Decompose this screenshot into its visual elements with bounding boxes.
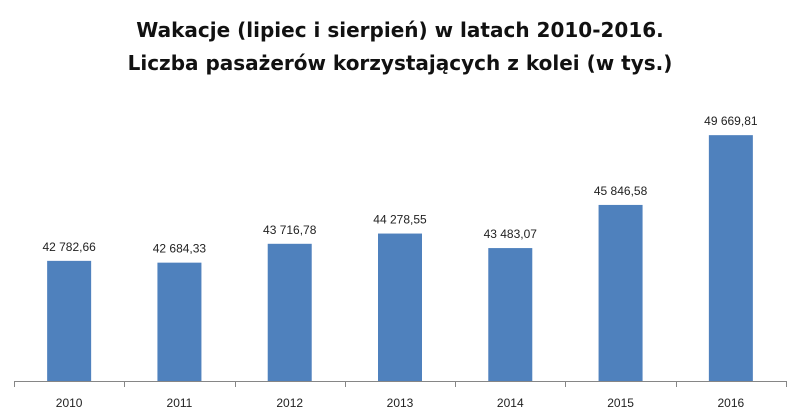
chart-title-line-1: Wakacje (lipiec i sierpień) w latach 201… <box>136 18 664 42</box>
bar-2010 <box>47 260 92 381</box>
bar-2016 <box>708 135 753 381</box>
x-tick-label-2016: 2016 <box>718 396 745 410</box>
data-label-2016: 49 669,81 <box>704 114 758 128</box>
x-tick-label-2012: 2012 <box>276 396 303 410</box>
bar-2014 <box>488 248 533 381</box>
data-label-2015: 45 846,58 <box>594 184 648 198</box>
data-label-2013: 44 278,55 <box>373 213 427 227</box>
x-tick-label-2015: 2015 <box>607 396 634 410</box>
data-label-2014: 43 483,07 <box>484 227 538 241</box>
bar-2012 <box>267 243 312 381</box>
bar-2013 <box>378 233 422 381</box>
data-label-2012: 43 716,78 <box>263 223 317 237</box>
x-tick-label-2014: 2014 <box>497 396 524 410</box>
data-label-2010: 42 782,66 <box>42 240 96 254</box>
x-tick-label-2010: 2010 <box>56 396 83 410</box>
chart-title: Wakacje (lipiec i sierpień) w latach 201… <box>0 14 800 80</box>
bar-2011 <box>157 262 202 381</box>
bar-2015 <box>598 204 643 381</box>
data-label-2011: 42 684,33 <box>153 242 207 256</box>
x-tick-label-2011: 2011 <box>167 396 193 410</box>
x-tick-label-2013: 2013 <box>387 396 414 410</box>
chart-title-line-2: Liczba pasażerów korzystających z kolei … <box>127 51 673 75</box>
